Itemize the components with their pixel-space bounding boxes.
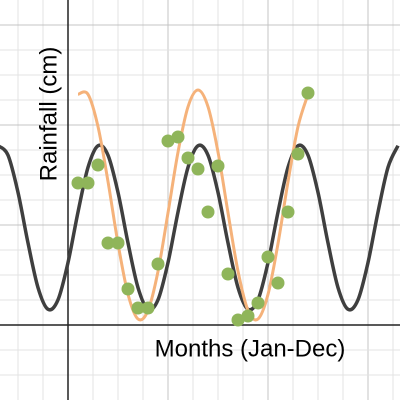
data-point: [221, 267, 235, 281]
labels: Months (Jan-Dec) Rainfall (cm): [35, 47, 345, 363]
data-point: [131, 301, 145, 315]
data-point: [301, 86, 315, 100]
data-point: [281, 205, 295, 219]
y-axis-label: Rainfall (cm): [35, 47, 62, 182]
data-point: [141, 301, 155, 315]
data-point: [201, 205, 215, 219]
data-point: [271, 276, 285, 290]
data-point: [101, 236, 115, 250]
data-point: [81, 176, 95, 190]
data-point: [191, 162, 205, 176]
data-point: [291, 147, 305, 161]
data-point: [241, 309, 255, 323]
data-point: [251, 296, 265, 310]
data-point: [261, 250, 275, 264]
data-point: [111, 236, 125, 250]
x-axis-label: Months (Jan-Dec): [155, 335, 346, 362]
marks: [0, 86, 400, 327]
data-point: [231, 313, 245, 327]
data-point: [181, 151, 195, 165]
data-point: [151, 257, 165, 271]
data-point: [211, 159, 225, 173]
data-point: [171, 130, 185, 144]
data-point: [121, 282, 135, 296]
curve: [0, 143, 400, 312]
data-point: [71, 176, 85, 190]
data-point: [91, 158, 105, 172]
data-point: [161, 134, 175, 148]
